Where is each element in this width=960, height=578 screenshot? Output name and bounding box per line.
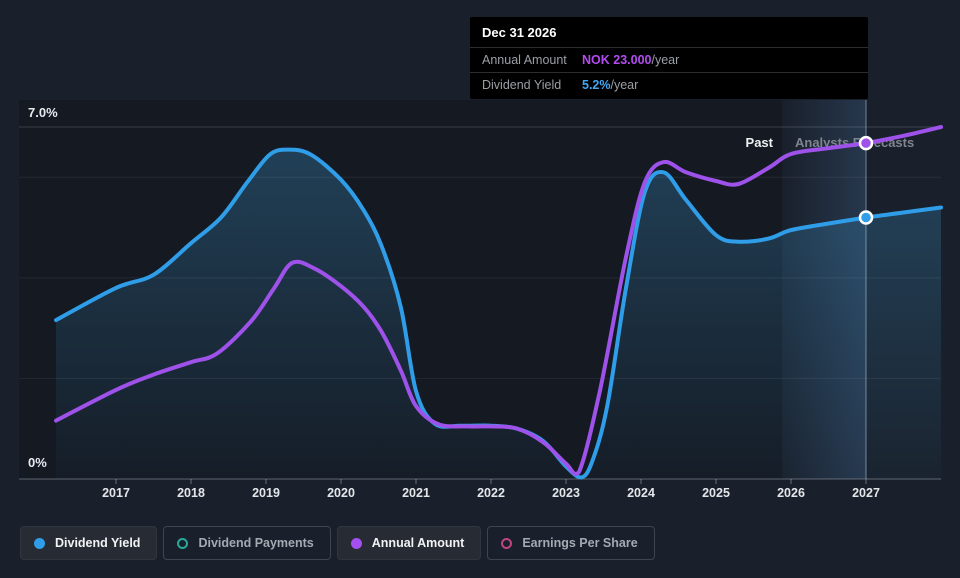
x-tick-label-2024: 2024	[627, 486, 655, 500]
tooltip-row-label: Annual Amount	[482, 53, 567, 67]
legend-label: Annual Amount	[371, 536, 465, 550]
tooltip-row: Annual Amount NOK 23.000/year	[470, 48, 868, 73]
x-tick-label-2023: 2023	[552, 486, 580, 500]
x-tick-label-2026: 2026	[777, 486, 805, 500]
dividend-yield-hover-marker[interactable]	[858, 210, 874, 225]
tooltip-row-value: NOK 23.000	[582, 53, 652, 67]
x-tick-label-2022: 2022	[477, 486, 505, 500]
legend-toggle-earnings-per-share[interactable]: Earnings Per Share	[487, 526, 655, 560]
tooltip-row-value: 5.2%	[582, 78, 611, 92]
tooltip-rows: Annual Amount NOK 23.000/year Dividend Yie…	[470, 48, 868, 99]
legend-label: Dividend Yield	[55, 536, 141, 550]
x-tick-label-2017: 2017	[102, 486, 130, 500]
tooltip-row-suffix: /year	[610, 78, 639, 92]
past-label: Past	[746, 135, 774, 150]
tooltip-row-suffix: /year	[651, 53, 680, 67]
x-tick-label-2021: 2021	[402, 486, 430, 500]
ring-icon	[177, 537, 189, 549]
tooltip-date: Dec 31 2026	[470, 17, 868, 48]
chart-legend: Dividend Yield Dividend Payments Annual Am…	[20, 526, 655, 560]
annual-amount-hover-marker[interactable]	[858, 135, 874, 151]
legend-toggle-annual-amount[interactable]: Annual Amount	[336, 526, 482, 560]
legend-toggle-dividend-yield[interactable]: Dividend Yield	[20, 526, 158, 560]
hover-tooltip: Dec 31 2026 Annual Amount NOK 23.000/year…	[470, 17, 868, 99]
x-tick-label-2018: 2018	[177, 486, 205, 500]
legend-toggle-dividend-payments[interactable]: Dividend Payments	[163, 526, 331, 560]
dividend-yield-area	[56, 149, 941, 479]
tooltip-row: Dividend Yield 5.2%/year	[470, 73, 868, 99]
ring-icon	[501, 537, 513, 549]
legend-label: Dividend Payments	[198, 536, 314, 550]
legend-label: Earnings Per Share	[522, 536, 638, 550]
x-tick-label-2025: 2025	[702, 486, 730, 500]
y-axis-zero-label: 0%	[28, 455, 47, 470]
x-tick-label-2019: 2019	[252, 486, 280, 500]
annual-amount-line[interactable]	[54, 125, 943, 476]
x-tick-label-2020: 2020	[327, 486, 355, 500]
filled-dot-icon	[34, 537, 45, 549]
filled-dot-icon	[350, 537, 362, 549]
x-tick-label-2027: 2027	[852, 486, 880, 500]
tooltip-row-label: Dividend Yield	[482, 78, 562, 92]
y-axis-max-label: 7.0%	[28, 105, 58, 120]
